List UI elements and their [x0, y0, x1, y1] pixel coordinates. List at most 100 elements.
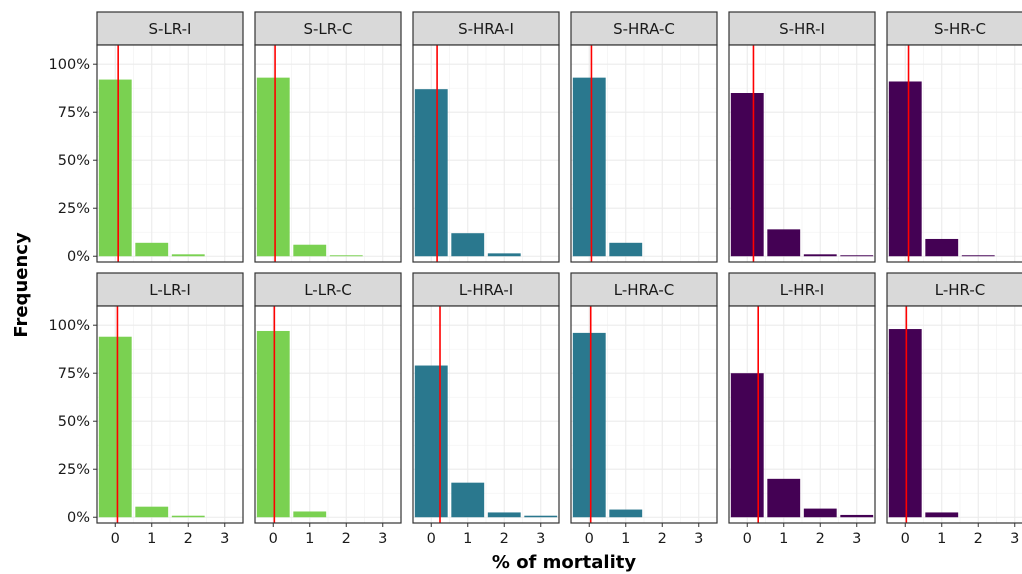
x-tick-label: 1 — [779, 531, 788, 547]
panel-border — [570, 305, 718, 524]
bar — [487, 512, 521, 518]
facet-strip-label: S-HR-C — [934, 20, 986, 38]
facet-strip — [254, 272, 402, 307]
panel-l-lr-i: L-LR-I 0% 25% 50% 75% 100% 0 1 2 3 — [49, 272, 244, 547]
bar — [256, 77, 290, 257]
bar — [888, 81, 922, 257]
y-tick-label: 100% — [49, 57, 90, 73]
facet-strip — [412, 11, 560, 46]
bar — [256, 330, 290, 518]
bar — [803, 508, 837, 518]
bar — [171, 254, 205, 257]
bar — [803, 254, 837, 257]
panel-l-lr-c: L-LR-C 0 1 2 3 — [254, 272, 402, 547]
facet-strip — [570, 11, 718, 46]
bar — [98, 336, 132, 518]
bar — [767, 478, 801, 518]
x-tick-label: 0 — [269, 531, 278, 547]
facet-strip-label: L-LR-I — [149, 281, 191, 299]
panel-s-lr-c: S-LR-C — [254, 11, 402, 263]
x-tick-label: 2 — [184, 531, 193, 547]
x-tick-label: 2 — [816, 531, 825, 547]
bar — [925, 238, 959, 257]
panel-grid: S-LR-I0%25%50%75%100%S-LR-C S-HRA-I S-HRA-… — [49, 11, 1022, 547]
bar — [840, 514, 874, 518]
bar — [609, 509, 643, 518]
panel-border — [254, 305, 402, 524]
bar — [487, 253, 521, 257]
facet-strip — [96, 11, 244, 46]
x-tick-label: 3 — [694, 531, 703, 547]
bar — [135, 506, 169, 518]
facet-strip — [570, 272, 718, 307]
facet-strip — [254, 11, 402, 46]
x-tick-label: 0 — [743, 531, 752, 547]
panel-border — [412, 305, 560, 524]
bar — [888, 329, 922, 518]
x-tick-label: 1 — [305, 531, 314, 547]
y-tick-label: 50% — [58, 153, 90, 169]
facet-strip — [728, 272, 876, 307]
x-tick-label: 2 — [658, 531, 667, 547]
x-tick-label: 1 — [147, 531, 156, 547]
bar — [730, 93, 764, 257]
facet-strip-label: S-HRA-I — [458, 20, 514, 38]
panel-s-hra-i: S-HRA-I — [412, 11, 560, 263]
facet-strip-label: S-LR-I — [149, 20, 192, 38]
y-tick-label: 25% — [58, 462, 90, 478]
facet-strip-label: L-LR-C — [304, 281, 352, 299]
y-tick-label: 75% — [58, 105, 90, 121]
y-tick-label: 100% — [49, 318, 90, 334]
panel-s-lr-i: S-LR-I 0% 25% 50% 75% 100% — [49, 11, 244, 265]
x-tick-label: 0 — [427, 531, 436, 547]
panel-l-hra-i: L-HRA-I 0 1 2 3 — [412, 272, 560, 547]
facet-strip-label: S-HR-I — [779, 20, 825, 38]
y-tick-label: 75% — [58, 366, 90, 382]
facet-strip-label: L-HR-I — [780, 281, 824, 299]
x-tick-label: 3 — [220, 531, 229, 547]
facet-strip — [886, 272, 1022, 307]
panel-border — [570, 44, 718, 263]
bar — [767, 229, 801, 257]
panel-border — [96, 44, 244, 263]
y-tick-label: 0% — [67, 510, 90, 526]
y-axis-title: Frequency — [11, 232, 32, 338]
x-axis-title: % of mortality — [492, 552, 636, 573]
x-tick-label: 0 — [585, 531, 594, 547]
x-tick-label: 1 — [463, 531, 472, 547]
panel-border — [96, 305, 244, 524]
x-tick-label: 3 — [536, 531, 545, 547]
bar — [329, 255, 363, 257]
facet-strip-label: L-HR-C — [935, 281, 986, 299]
x-tick-label: 0 — [111, 531, 120, 547]
panel-border — [728, 44, 876, 263]
bar — [293, 244, 327, 257]
facet-strip-label: L-HRA-I — [459, 281, 513, 299]
bar — [840, 255, 874, 257]
bar — [293, 511, 327, 518]
panel-l-hr-i: L-HR-I 0 1 2 3 — [728, 272, 876, 547]
x-tick-label: 2 — [500, 531, 509, 547]
y-tick-label: 0% — [67, 249, 90, 265]
x-tick-label: 1 — [621, 531, 630, 547]
y-tick-label: 50% — [58, 414, 90, 430]
facet-strip-label: L-HRA-C — [614, 281, 674, 299]
x-tick-label: 0 — [901, 531, 910, 547]
bar — [961, 255, 995, 257]
facet-strip — [96, 272, 244, 307]
facet-strip-label: S-LR-C — [304, 20, 353, 38]
x-tick-label: 3 — [378, 531, 387, 547]
bar — [414, 365, 448, 518]
bar — [925, 512, 959, 518]
bar — [135, 242, 169, 257]
x-tick-label: 3 — [852, 531, 861, 547]
bar — [98, 79, 132, 257]
bar — [572, 332, 606, 518]
panel-border — [886, 44, 1022, 263]
panel-border — [412, 44, 560, 263]
y-tick-label: 25% — [58, 201, 90, 217]
x-tick-label: 3 — [1010, 531, 1019, 547]
panel-l-hra-c: L-HRA-C 0 1 2 3 — [570, 272, 718, 547]
facet-strip — [412, 272, 560, 307]
panel-s-hr-c: S-HR-C — [886, 11, 1022, 263]
